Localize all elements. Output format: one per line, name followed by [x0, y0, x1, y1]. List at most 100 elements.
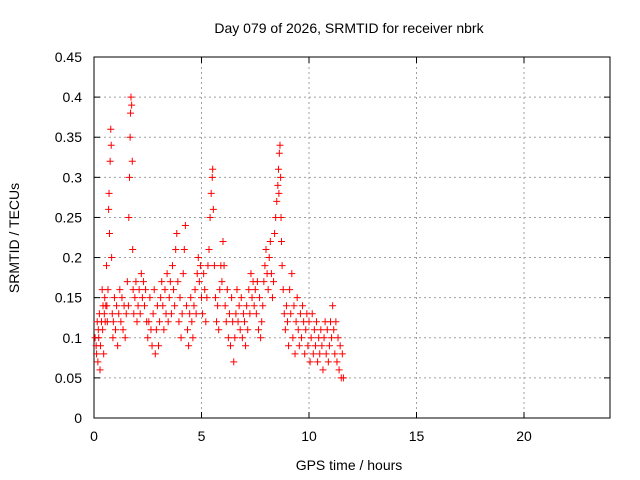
data-point	[339, 374, 347, 382]
data-point	[222, 318, 230, 326]
data-point	[148, 342, 156, 350]
data-point	[145, 318, 153, 326]
data-point	[295, 342, 303, 350]
data-point	[307, 334, 315, 342]
data-point	[106, 157, 114, 165]
data-point	[184, 326, 192, 334]
data-point	[117, 318, 125, 326]
data-point	[170, 286, 178, 294]
chart-title: Day 079 of 2026, SRMTID for receiver nbr…	[214, 20, 484, 36]
data-point	[176, 294, 184, 302]
data-point	[107, 141, 115, 149]
data-point	[125, 213, 133, 221]
data-point	[296, 310, 304, 318]
data-point	[186, 310, 194, 318]
data-point	[100, 350, 108, 358]
data-point	[195, 278, 203, 286]
data-point	[218, 278, 226, 286]
data-point	[288, 270, 296, 278]
data-point	[208, 173, 216, 181]
data-point	[164, 318, 172, 326]
data-point	[182, 302, 190, 310]
data-point	[188, 318, 196, 326]
data-point	[192, 310, 200, 318]
data-point	[305, 318, 313, 326]
data-point	[254, 326, 262, 334]
plot-frame	[93, 56, 611, 419]
data-point	[96, 342, 104, 350]
data-point	[309, 350, 317, 358]
data-point	[178, 310, 186, 318]
data-point	[163, 270, 171, 278]
data-point	[175, 318, 183, 326]
data-point	[216, 286, 224, 294]
data-point	[130, 310, 138, 318]
data-point	[131, 294, 139, 302]
data-point	[289, 334, 297, 342]
y-tick-label: 0.05	[55, 370, 82, 386]
data-point	[284, 318, 291, 326]
data-point	[253, 278, 261, 286]
data-point	[265, 254, 273, 262]
data-point	[180, 246, 188, 254]
data-point	[236, 326, 244, 334]
data-point	[310, 326, 318, 334]
data-point	[109, 318, 117, 326]
data-point	[100, 310, 108, 318]
data-point	[158, 278, 166, 286]
data-point	[260, 278, 268, 286]
data-point	[101, 294, 109, 302]
data-point	[127, 93, 135, 101]
data-point	[333, 358, 341, 366]
data-point	[108, 254, 116, 262]
data-point	[115, 310, 123, 318]
x-axis-label: GPS time / hours	[296, 457, 403, 473]
data-point	[116, 286, 124, 294]
data-point	[94, 358, 102, 366]
data-point	[121, 334, 129, 342]
data-point	[114, 342, 122, 350]
data-point	[329, 302, 337, 310]
data-point	[330, 326, 338, 334]
data-point	[196, 262, 204, 270]
data-point	[118, 294, 126, 302]
data-point	[141, 302, 149, 310]
data-point	[230, 358, 238, 366]
data-point	[291, 350, 299, 358]
data-point	[126, 133, 134, 141]
data-point	[318, 342, 326, 350]
data-point	[262, 246, 270, 254]
data-point	[238, 334, 246, 342]
data-point	[274, 181, 282, 189]
data-point	[135, 286, 143, 294]
data-point	[268, 294, 276, 302]
data-point	[207, 189, 215, 197]
data-point	[294, 326, 302, 334]
data-point	[112, 326, 119, 334]
data-point	[168, 262, 176, 270]
data-point	[149, 310, 157, 318]
data-point	[128, 101, 136, 109]
data-point	[166, 278, 174, 286]
data-point	[108, 310, 116, 318]
data-point	[215, 326, 223, 334]
data-point	[314, 358, 322, 366]
y-tick-label: 0.1	[63, 330, 83, 346]
data-point	[93, 350, 101, 358]
data-point	[234, 318, 242, 326]
data-point	[128, 157, 136, 165]
data-point	[256, 294, 264, 302]
data-point	[137, 270, 145, 278]
data-point	[109, 334, 117, 342]
data-point	[252, 310, 260, 318]
data-point	[105, 229, 113, 237]
data-point	[248, 294, 256, 302]
data-point	[331, 350, 339, 358]
data-point	[159, 302, 167, 310]
data-point	[203, 294, 211, 302]
data-point	[308, 310, 316, 318]
data-point	[242, 342, 250, 350]
data-point	[277, 173, 285, 181]
data-point	[328, 334, 336, 342]
data-point	[322, 350, 330, 358]
